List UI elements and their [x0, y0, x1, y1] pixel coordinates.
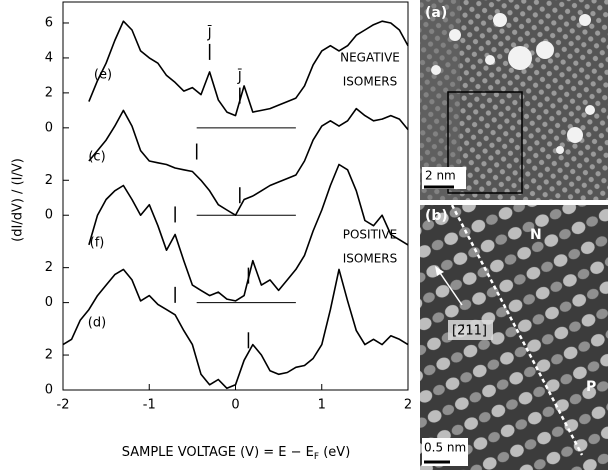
scale-bg: [422, 167, 466, 189]
label-bg: [448, 320, 493, 340]
x-axis-label-end: (eV): [319, 445, 350, 460]
annotation: NEGATIVE: [340, 51, 400, 65]
y-tick-label: 2: [45, 173, 53, 188]
series-label: (c): [88, 150, 105, 165]
series-label: (d): [88, 316, 106, 331]
x-axis-label-sub: F: [314, 452, 319, 462]
annotation: ISOMERS: [343, 75, 398, 89]
arrow-head: [435, 266, 444, 276]
scale-label: 0.5 nm: [424, 441, 466, 455]
x-axis-label: SAMPLE VOLTAGE (V) = E − EF (eV): [122, 445, 351, 462]
y-tick-label: 6: [45, 15, 53, 30]
feature-label: J̄: [207, 26, 212, 41]
x-tick-label: 1: [318, 398, 326, 413]
y-tick-label: 0: [45, 120, 53, 135]
spectrum-line: [62, 268, 409, 390]
y-tick-label: 0: [45, 383, 53, 398]
y-tick-label: 2: [45, 85, 53, 100]
panel-label: (a): [425, 5, 447, 21]
spectrum-line: [88, 20, 409, 117]
adsorbates: [431, 13, 595, 154]
x-tick-label: 2: [404, 398, 412, 413]
y-tick-label: 0: [45, 295, 53, 310]
x-tick-label: -1: [143, 398, 156, 413]
panel-a: (a) 2 nm: [420, 0, 608, 200]
region-label: N: [530, 227, 542, 243]
region-label: P: [586, 379, 596, 395]
y-tick-label: 0: [45, 208, 53, 223]
y-tick-label: 2: [45, 260, 53, 275]
spectrum-line: [88, 107, 409, 216]
annotation: POSITIVE: [343, 228, 398, 242]
y-axis-label: (dI/dV) / (I/V): [11, 158, 26, 242]
panel-label: (b): [425, 208, 448, 224]
panel-b: (b) N P [2̄11] 0.5 nm: [420, 204, 608, 470]
scale-label: 2 nm: [425, 169, 456, 183]
direction-label: [2̄11]: [452, 324, 487, 339]
feature-label: J̄: [237, 70, 242, 85]
annotation: ISOMERS: [343, 252, 398, 266]
series-label: (f): [90, 236, 105, 251]
x-tick-label: -2: [57, 398, 70, 413]
boundary: [450, 204, 584, 456]
y-tick-label: 4: [45, 50, 53, 65]
y-tick-label: 2: [45, 348, 53, 363]
x-axis-label-main: SAMPLE VOLTAGE (V) = E − E: [122, 445, 314, 460]
direction-arrow: [437, 269, 463, 306]
zoom-box: [447, 91, 523, 194]
series-label: (e): [94, 68, 112, 83]
x-tick-label: 0: [231, 398, 239, 413]
